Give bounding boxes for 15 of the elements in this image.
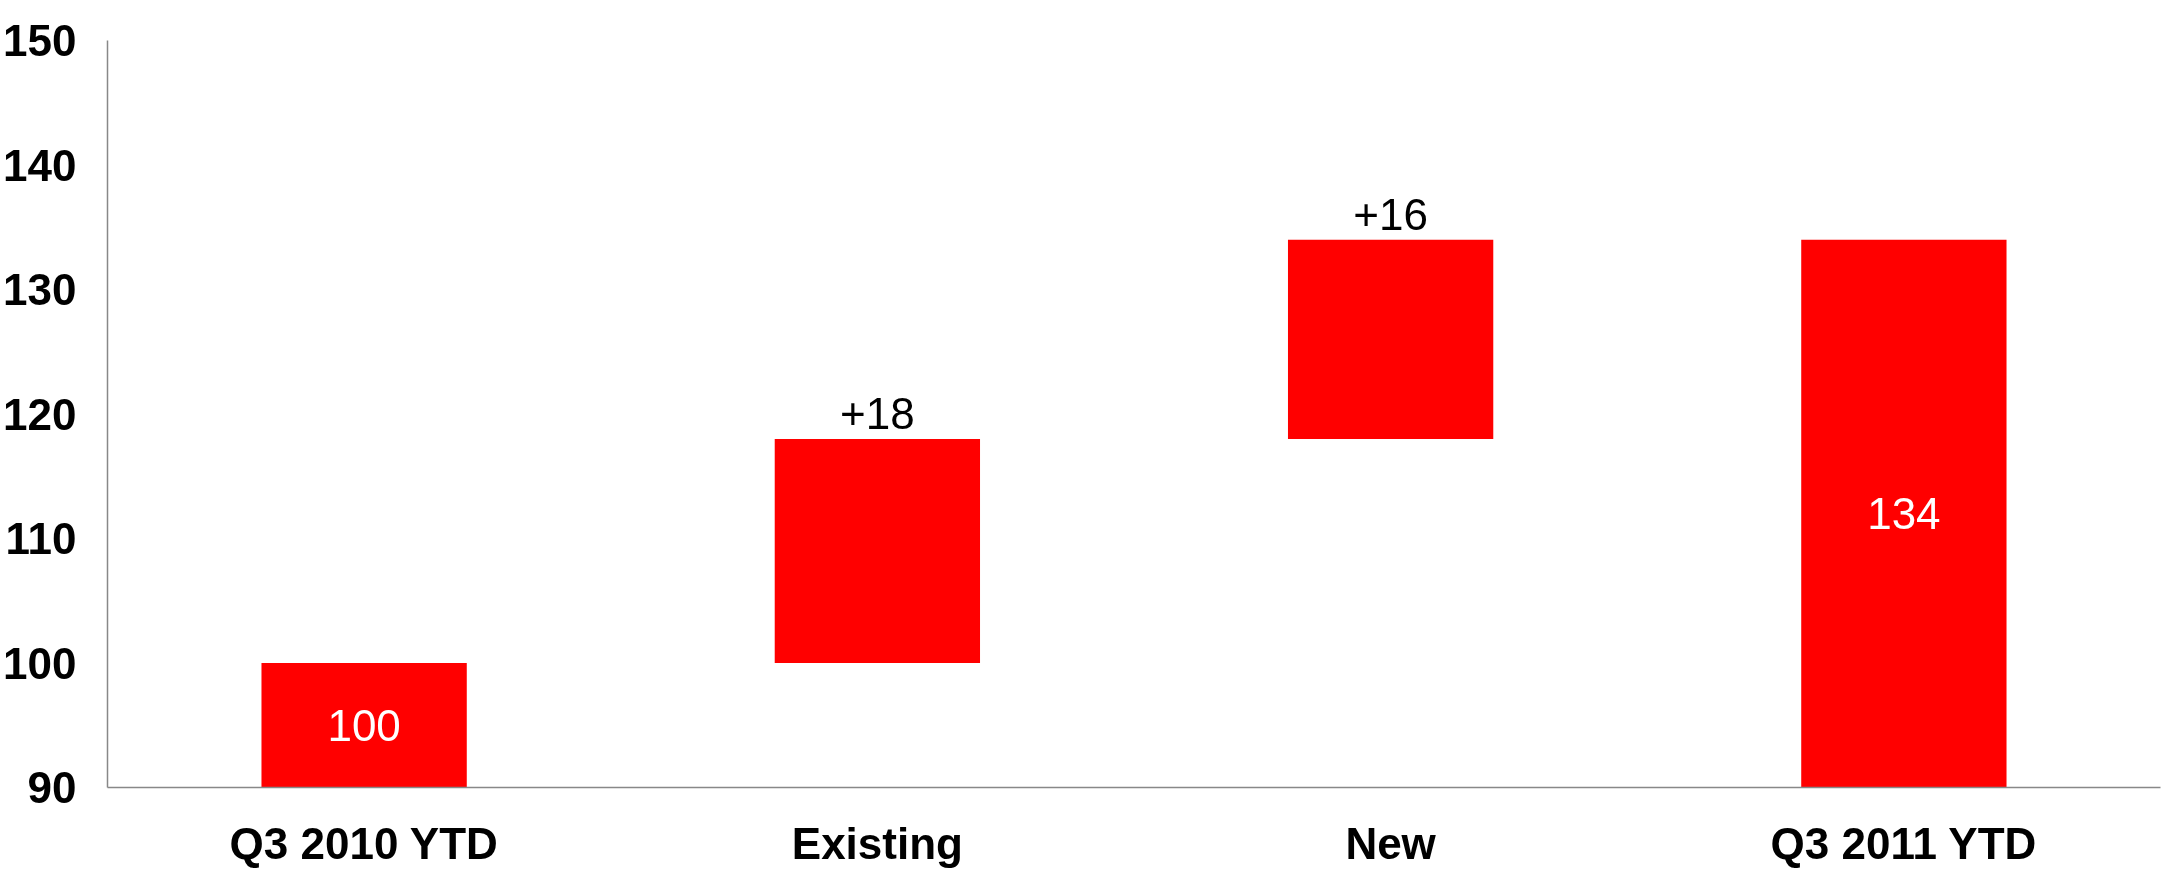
data-label: +18	[840, 388, 915, 438]
data-label: 134	[1867, 489, 1941, 539]
x-tick-label: New	[1345, 818, 1437, 868]
y-tick-label: 140	[3, 140, 77, 190]
x-tick-label: Q3 2010 YTD	[229, 818, 498, 868]
y-tick-label: 150	[3, 16, 77, 65]
x-tick-label: Q3 2011 YTD	[1770, 818, 2037, 868]
data-label: 100	[327, 700, 401, 750]
x-tick-label: Existing	[791, 818, 963, 868]
y-tick-label: 110	[5, 514, 77, 563]
y-tick-label: 90	[27, 763, 77, 812]
data-label: +16	[1353, 189, 1428, 239]
y-tick-label: 100	[3, 638, 77, 688]
y-tick-label: 120	[3, 389, 77, 439]
y-tick-label: 130	[3, 265, 77, 314]
